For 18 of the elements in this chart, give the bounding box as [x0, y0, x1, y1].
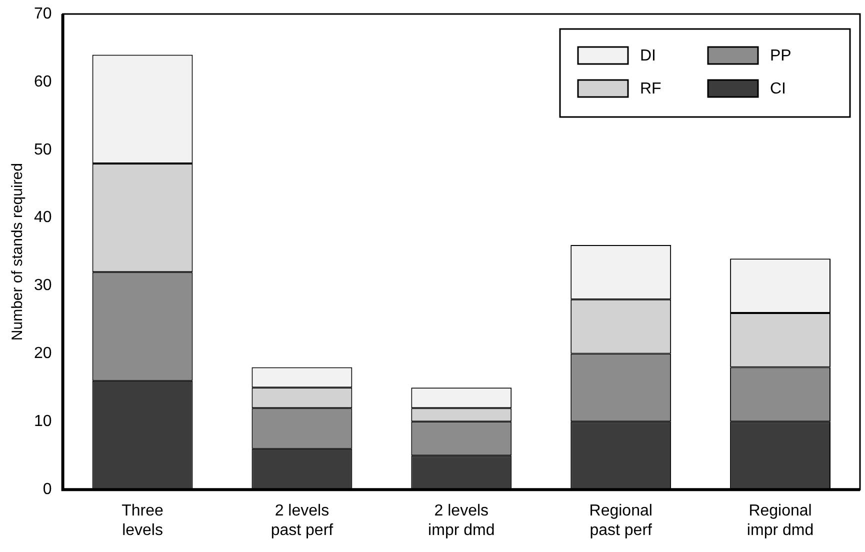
y-tick-label: 20 [34, 345, 52, 362]
x-tick-label: 2 levels past perf [270, 502, 334, 539]
x-tick-label: Regional past perf [589, 502, 653, 539]
legend-label: DI [640, 47, 656, 64]
legend-label: CI [770, 80, 786, 98]
x-tick-label: 2 levels impr dmd [428, 502, 495, 539]
y-tick-label: 60 [34, 73, 52, 90]
legend-label: RF [640, 80, 662, 98]
y-axis-title: Number of stands required [9, 163, 26, 341]
y-tick-label: 50 [34, 141, 52, 158]
y-tick-label: 70 [34, 5, 52, 22]
x-tick-label: Regional impr dmd [746, 502, 814, 539]
legend-label: PP [770, 47, 792, 64]
y-tick-label: 40 [34, 209, 52, 226]
y-tick-label: 10 [34, 413, 52, 430]
x-tick-label: Three levels [122, 502, 164, 539]
y-tick-label: 30 [34, 277, 52, 294]
y-tick-label: 0 [42, 481, 52, 498]
